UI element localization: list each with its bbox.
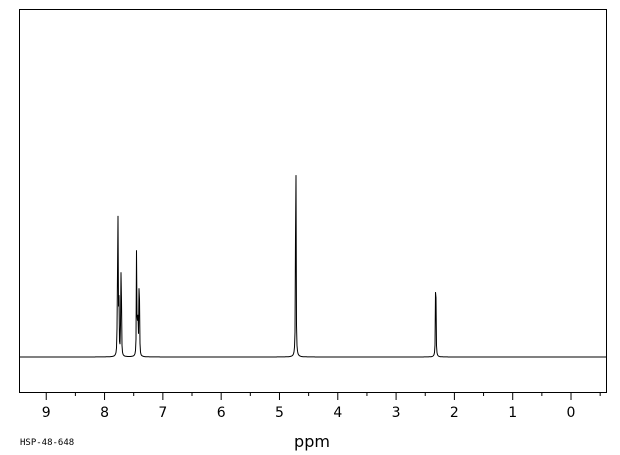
tick-label: 5 bbox=[275, 405, 284, 421]
tick-label: 2 bbox=[450, 405, 459, 421]
tick-label: 6 bbox=[217, 405, 226, 421]
plot-frame bbox=[19, 9, 607, 393]
tick-label: 9 bbox=[42, 405, 51, 421]
tick-label: 1 bbox=[508, 405, 517, 421]
x-axis-ticks bbox=[45, 392, 601, 400]
spectrum-id-label: HSP-48-648 bbox=[20, 438, 74, 448]
tick-label: 0 bbox=[567, 405, 576, 421]
spectrum-trace bbox=[20, 175, 606, 358]
x-axis-label: ppm bbox=[294, 432, 330, 451]
tick-label: 7 bbox=[158, 405, 167, 421]
x-axis-tick-labels: 9 8 7 6 5 4 3 2 1 0 bbox=[42, 405, 576, 421]
tick-label: 4 bbox=[333, 405, 342, 421]
tick-label: 8 bbox=[100, 405, 109, 421]
tick-label: 3 bbox=[392, 405, 401, 421]
